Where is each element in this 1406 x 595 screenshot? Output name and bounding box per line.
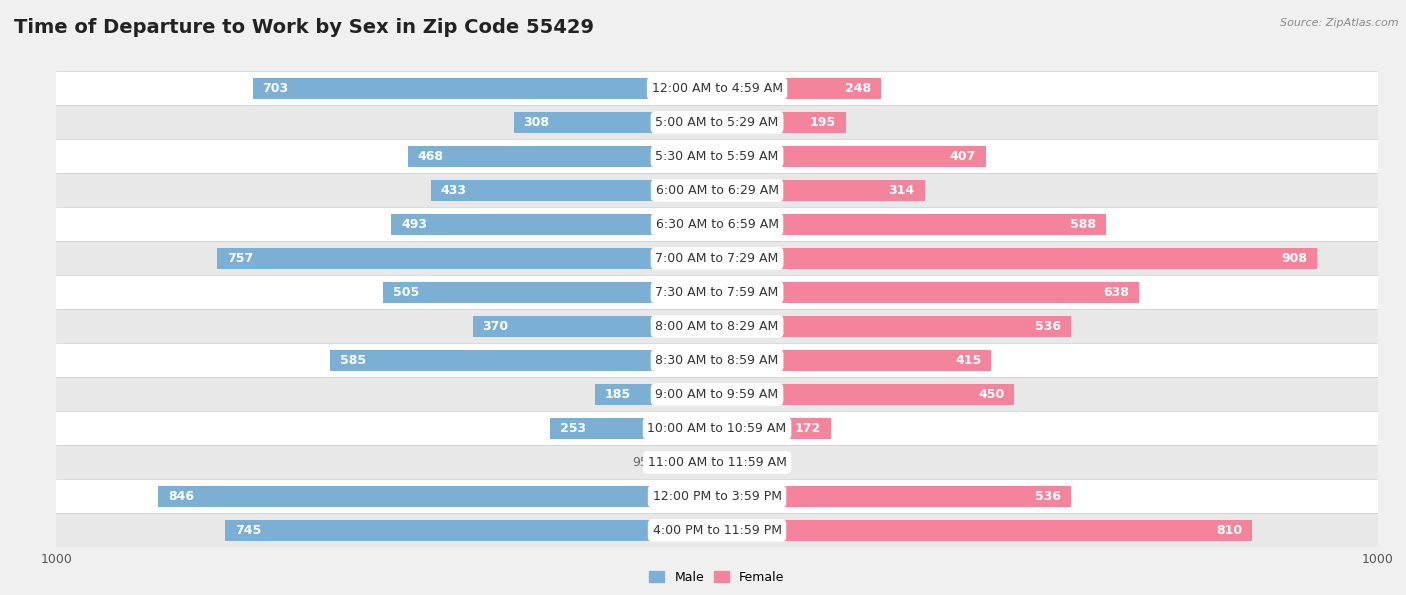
- Text: 95: 95: [631, 456, 648, 469]
- Text: 8:00 AM to 8:29 AM: 8:00 AM to 8:29 AM: [655, 320, 779, 333]
- Text: 757: 757: [226, 252, 253, 265]
- FancyBboxPatch shape: [22, 105, 1406, 139]
- FancyBboxPatch shape: [22, 71, 1406, 105]
- FancyBboxPatch shape: [22, 275, 1406, 309]
- Text: 450: 450: [979, 388, 1004, 401]
- Text: 5:30 AM to 5:59 AM: 5:30 AM to 5:59 AM: [655, 150, 779, 163]
- Text: 9:00 AM to 9:59 AM: 9:00 AM to 9:59 AM: [655, 388, 779, 401]
- FancyBboxPatch shape: [22, 446, 1406, 480]
- Bar: [717, 248, 1317, 269]
- Bar: [157, 486, 717, 507]
- Text: 253: 253: [560, 422, 586, 435]
- Bar: [408, 146, 717, 167]
- FancyBboxPatch shape: [22, 377, 1406, 411]
- Bar: [717, 384, 1014, 405]
- Text: 536: 536: [1035, 490, 1062, 503]
- Bar: [717, 180, 925, 201]
- Bar: [225, 520, 717, 541]
- Text: 6:30 AM to 6:59 AM: 6:30 AM to 6:59 AM: [655, 218, 779, 231]
- Bar: [717, 78, 882, 99]
- Bar: [391, 214, 717, 235]
- Bar: [430, 180, 717, 201]
- Text: 8:30 AM to 8:59 AM: 8:30 AM to 8:59 AM: [655, 354, 779, 367]
- Bar: [717, 486, 1071, 507]
- Text: 9: 9: [730, 456, 738, 469]
- Text: 505: 505: [394, 286, 419, 299]
- Text: 195: 195: [810, 116, 837, 129]
- Text: 10:00 AM to 10:59 AM: 10:00 AM to 10:59 AM: [648, 422, 786, 435]
- FancyBboxPatch shape: [22, 309, 1406, 343]
- Text: 11:00 AM to 11:59 AM: 11:00 AM to 11:59 AM: [648, 456, 786, 469]
- Text: 6:00 AM to 6:29 AM: 6:00 AM to 6:29 AM: [655, 184, 779, 197]
- Bar: [717, 112, 846, 133]
- Text: 908: 908: [1281, 252, 1308, 265]
- Text: 846: 846: [167, 490, 194, 503]
- Text: 4:00 PM to 11:59 PM: 4:00 PM to 11:59 PM: [652, 524, 782, 537]
- Text: 370: 370: [482, 320, 509, 333]
- Bar: [253, 78, 717, 99]
- Text: 12:00 PM to 3:59 PM: 12:00 PM to 3:59 PM: [652, 490, 782, 503]
- Text: 536: 536: [1035, 320, 1062, 333]
- Bar: [384, 282, 717, 303]
- Text: 638: 638: [1102, 286, 1129, 299]
- FancyBboxPatch shape: [22, 242, 1406, 275]
- FancyBboxPatch shape: [22, 173, 1406, 208]
- Bar: [330, 350, 717, 371]
- Bar: [472, 316, 717, 337]
- Text: 415: 415: [955, 354, 981, 367]
- Bar: [717, 282, 1139, 303]
- FancyBboxPatch shape: [22, 411, 1406, 446]
- Bar: [717, 452, 723, 473]
- Text: 7:30 AM to 7:59 AM: 7:30 AM to 7:59 AM: [655, 286, 779, 299]
- Bar: [717, 350, 991, 371]
- Text: 745: 745: [235, 524, 262, 537]
- Text: Time of Departure to Work by Sex in Zip Code 55429: Time of Departure to Work by Sex in Zip …: [14, 18, 595, 37]
- Bar: [595, 384, 717, 405]
- FancyBboxPatch shape: [22, 208, 1406, 242]
- Text: 493: 493: [401, 218, 427, 231]
- FancyBboxPatch shape: [22, 139, 1406, 173]
- Bar: [513, 112, 717, 133]
- Text: 5:00 AM to 5:29 AM: 5:00 AM to 5:29 AM: [655, 116, 779, 129]
- Text: 585: 585: [340, 354, 367, 367]
- Text: 588: 588: [1070, 218, 1095, 231]
- Legend: Male, Female: Male, Female: [644, 566, 790, 588]
- Text: 185: 185: [605, 388, 631, 401]
- FancyBboxPatch shape: [22, 480, 1406, 513]
- Text: 703: 703: [263, 82, 288, 95]
- FancyBboxPatch shape: [22, 343, 1406, 377]
- Bar: [717, 316, 1071, 337]
- Text: 407: 407: [950, 150, 976, 163]
- Bar: [717, 418, 831, 439]
- Text: 433: 433: [441, 184, 467, 197]
- Bar: [717, 214, 1105, 235]
- Bar: [217, 248, 717, 269]
- Bar: [654, 452, 717, 473]
- FancyBboxPatch shape: [22, 513, 1406, 547]
- Text: Source: ZipAtlas.com: Source: ZipAtlas.com: [1281, 18, 1399, 28]
- Bar: [717, 520, 1253, 541]
- Bar: [717, 146, 986, 167]
- Text: 172: 172: [794, 422, 821, 435]
- Text: 12:00 AM to 4:59 AM: 12:00 AM to 4:59 AM: [651, 82, 783, 95]
- Text: 810: 810: [1216, 524, 1243, 537]
- Text: 468: 468: [418, 150, 444, 163]
- Text: 7:00 AM to 7:29 AM: 7:00 AM to 7:29 AM: [655, 252, 779, 265]
- Bar: [550, 418, 717, 439]
- Text: 308: 308: [523, 116, 550, 129]
- Text: 248: 248: [845, 82, 872, 95]
- Text: 314: 314: [889, 184, 915, 197]
